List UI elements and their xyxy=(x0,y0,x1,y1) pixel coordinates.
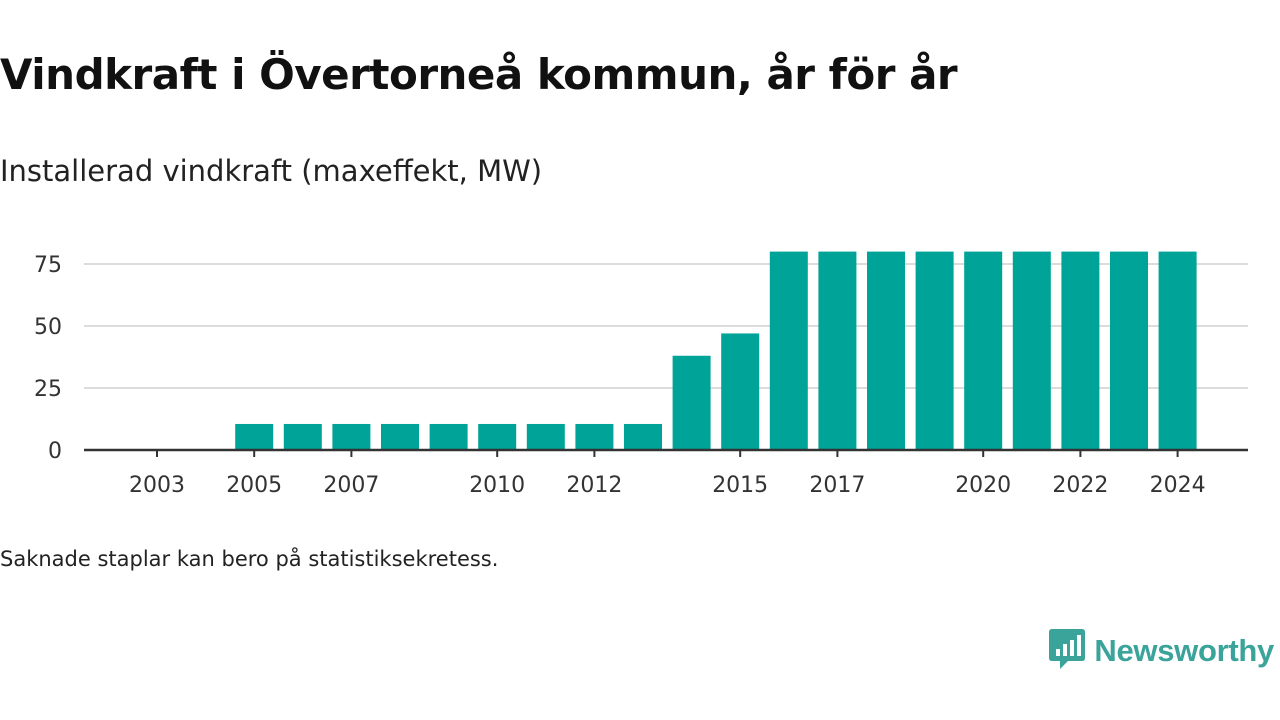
gridlines xyxy=(84,263,1248,389)
x-axis-ticks: 2003 2005 2007 2010 2012 2015 2017 2020 2022 2024 xyxy=(129,450,1206,498)
bar-2006 xyxy=(283,423,322,450)
x-tick-label: 2003 xyxy=(129,473,185,498)
x-tick-label: 2022 xyxy=(1052,473,1108,498)
y-axis-labels: 0 25 50 75 xyxy=(34,253,62,464)
chart-title: Vindkraft i Övertorneå kommun, år för år xyxy=(0,50,958,99)
bar-2013 xyxy=(624,423,662,450)
newsworthy-logo-icon xyxy=(1048,627,1086,675)
x-tick-label: 2007 xyxy=(323,473,379,498)
brand: Newsworthy xyxy=(1048,628,1274,674)
x-tick-label: 2010 xyxy=(469,473,525,498)
x-tick-label: 2005 xyxy=(226,473,282,498)
brand-name: Newsworthy xyxy=(1094,633,1274,668)
bar-2017 xyxy=(818,251,857,450)
x-tick-label: 2020 xyxy=(955,473,1011,498)
x-tick-label: 2012 xyxy=(566,473,622,498)
bar-2007 xyxy=(332,423,371,450)
bar-2024 xyxy=(1158,251,1197,450)
bar-2016 xyxy=(769,251,808,450)
bars xyxy=(235,251,1197,450)
x-tick-label: 2017 xyxy=(809,473,865,498)
bar-2021 xyxy=(1012,251,1051,450)
chart-subtitle: Installerad vindkraft (maxeffekt, MW) xyxy=(0,154,543,188)
bar-2018 xyxy=(867,251,905,450)
x-tick-label: 2024 xyxy=(1150,473,1206,498)
y-tick-label: 25 xyxy=(34,377,62,402)
bar-2008 xyxy=(381,423,419,450)
bar-2019 xyxy=(915,251,954,450)
y-tick-label: 50 xyxy=(34,315,62,340)
bar-2023 xyxy=(1110,251,1148,450)
bar-2005 xyxy=(235,423,274,450)
y-tick-label: 0 xyxy=(48,439,62,464)
bar-2012 xyxy=(575,423,614,450)
bar-2009 xyxy=(429,423,468,450)
bar-2014 xyxy=(672,355,711,450)
bar-2011 xyxy=(526,423,565,450)
bar-2010 xyxy=(478,423,517,450)
x-tick-label: 2015 xyxy=(712,473,768,498)
bar-2022 xyxy=(1061,251,1100,450)
footnote: Saknade staplar kan bero på statistiksek… xyxy=(0,547,499,571)
bar-chart: 2003 2005 2007 2010 2012 2015 2017 2020 2022 2024… xyxy=(34,251,1248,498)
bar-2015 xyxy=(721,333,760,450)
bar-2020 xyxy=(964,251,1003,450)
y-tick-label: 75 xyxy=(34,253,62,278)
